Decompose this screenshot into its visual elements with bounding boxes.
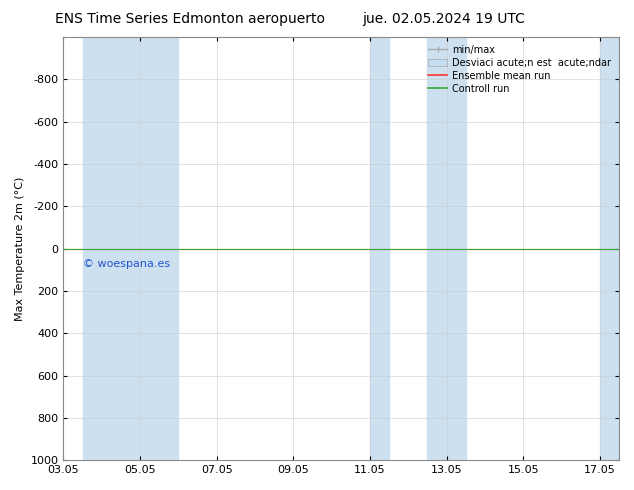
Bar	[446, 37, 466, 460]
Legend: min/max, Desviaci acute;n est  acute;ndar, Ensemble mean run, Controll run: min/max, Desviaci acute;n est acute;ndar…	[425, 42, 614, 97]
Bar	[82, 37, 101, 460]
Y-axis label: Max Temperature 2m (°C): Max Temperature 2m (°C)	[15, 176, 25, 321]
Bar	[427, 37, 446, 460]
Text: ENS Time Series Edmonton aeropuerto: ENS Time Series Edmonton aeropuerto	[55, 12, 325, 26]
Bar	[101, 37, 140, 460]
Text: jue. 02.05.2024 19 UTC: jue. 02.05.2024 19 UTC	[363, 12, 525, 26]
Bar	[370, 37, 389, 460]
Bar	[140, 37, 178, 460]
Bar	[600, 37, 619, 460]
Text: © woespana.es: © woespana.es	[82, 259, 170, 269]
